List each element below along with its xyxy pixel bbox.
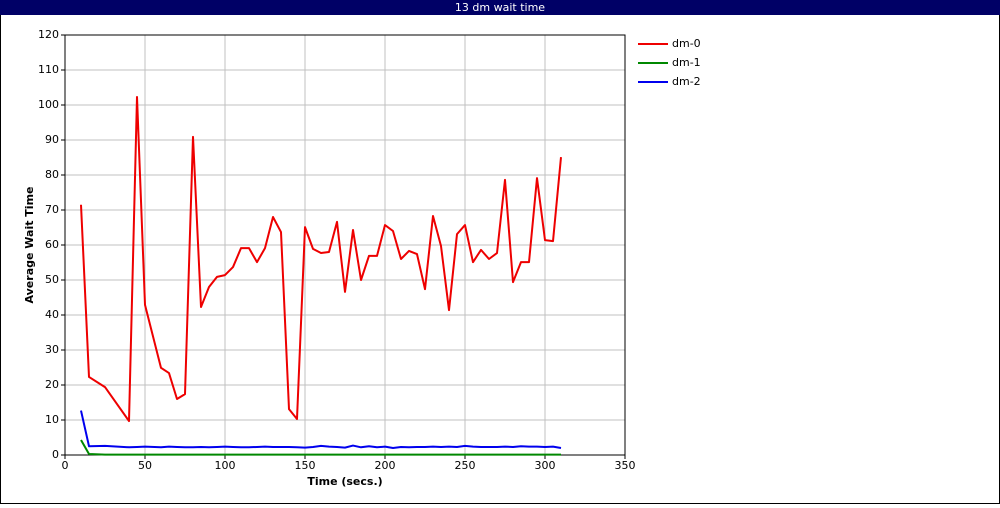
y-axis-label: Average Wait Time (23, 187, 36, 304)
legend-label: dm-1 (672, 56, 701, 69)
y-tick-label: 110 (38, 63, 59, 76)
y-tick-label: 70 (45, 203, 59, 216)
data-line (80, 439, 561, 456)
y-tick-label: 0 (52, 448, 59, 461)
y-tick-label: 20 (45, 378, 59, 391)
y-tick-label: 10 (45, 413, 59, 426)
legend-label: dm-0 (672, 37, 701, 50)
title-bar (0, 0, 1000, 15)
x-axis-label: Time (secs.) (307, 475, 382, 488)
data-line (80, 410, 562, 449)
chart-title: 13 dm wait time (455, 1, 545, 14)
x-tick-label: 300 (535, 459, 556, 472)
y-tick-label: 90 (45, 133, 59, 146)
x-tick-label: 100 (215, 459, 236, 472)
x-tick-label: 350 (615, 459, 636, 472)
y-tick-label: 30 (45, 343, 59, 356)
y-tick-label: 40 (45, 308, 59, 321)
y-tick-label: 60 (45, 238, 59, 251)
y-tick-label: 50 (45, 273, 59, 286)
y-tick-label: 120 (38, 28, 59, 41)
y-tick-label: 100 (38, 98, 59, 111)
y-tick-label: 80 (45, 168, 59, 181)
legend-label: dm-2 (672, 75, 701, 88)
x-tick-label: 0 (62, 459, 69, 472)
data-line (80, 95, 562, 423)
x-tick-label: 50 (138, 459, 152, 472)
x-tick-label: 150 (295, 459, 316, 472)
x-tick-label: 200 (375, 459, 396, 472)
x-tick-label: 250 (455, 459, 476, 472)
